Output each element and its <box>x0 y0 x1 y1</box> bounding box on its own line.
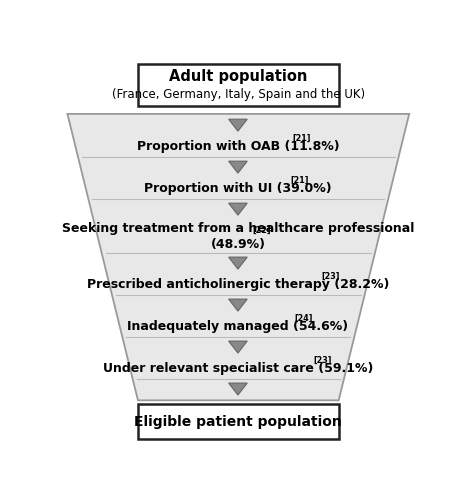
FancyBboxPatch shape <box>138 64 339 106</box>
Text: [23]: [23] <box>322 272 340 280</box>
Text: Seeking treatment from a healthcare professional
(48.9%): Seeking treatment from a healthcare prof… <box>62 222 414 250</box>
FancyBboxPatch shape <box>138 404 339 439</box>
Text: Proportion with UI (39.0%): Proportion with UI (39.0%) <box>144 182 332 194</box>
Text: [21]: [21] <box>290 176 309 184</box>
Text: [24]: [24] <box>294 314 312 322</box>
Polygon shape <box>229 203 247 215</box>
Text: Proportion with OAB (11.8%): Proportion with OAB (11.8%) <box>137 140 339 152</box>
Polygon shape <box>229 383 247 395</box>
Text: Inadequately managed (54.6%): Inadequately managed (54.6%) <box>127 320 348 332</box>
Text: Prescribed anticholinergic therapy (28.2%): Prescribed anticholinergic therapy (28.2… <box>87 278 389 290</box>
Polygon shape <box>229 119 247 131</box>
Polygon shape <box>67 114 409 401</box>
Text: [21]: [21] <box>292 134 311 142</box>
Polygon shape <box>229 341 247 353</box>
Polygon shape <box>229 299 247 311</box>
Text: Eligible patient population: Eligible patient population <box>134 414 342 428</box>
Text: [22]: [22] <box>252 226 271 235</box>
Text: [23]: [23] <box>314 356 332 364</box>
Text: Under relevant specialist care (59.1%): Under relevant specialist care (59.1%) <box>103 362 373 374</box>
Text: Adult population: Adult population <box>169 70 307 84</box>
Polygon shape <box>229 257 247 269</box>
Polygon shape <box>229 161 247 173</box>
Text: (France, Germany, Italy, Spain and the UK): (France, Germany, Italy, Spain and the U… <box>112 88 365 101</box>
